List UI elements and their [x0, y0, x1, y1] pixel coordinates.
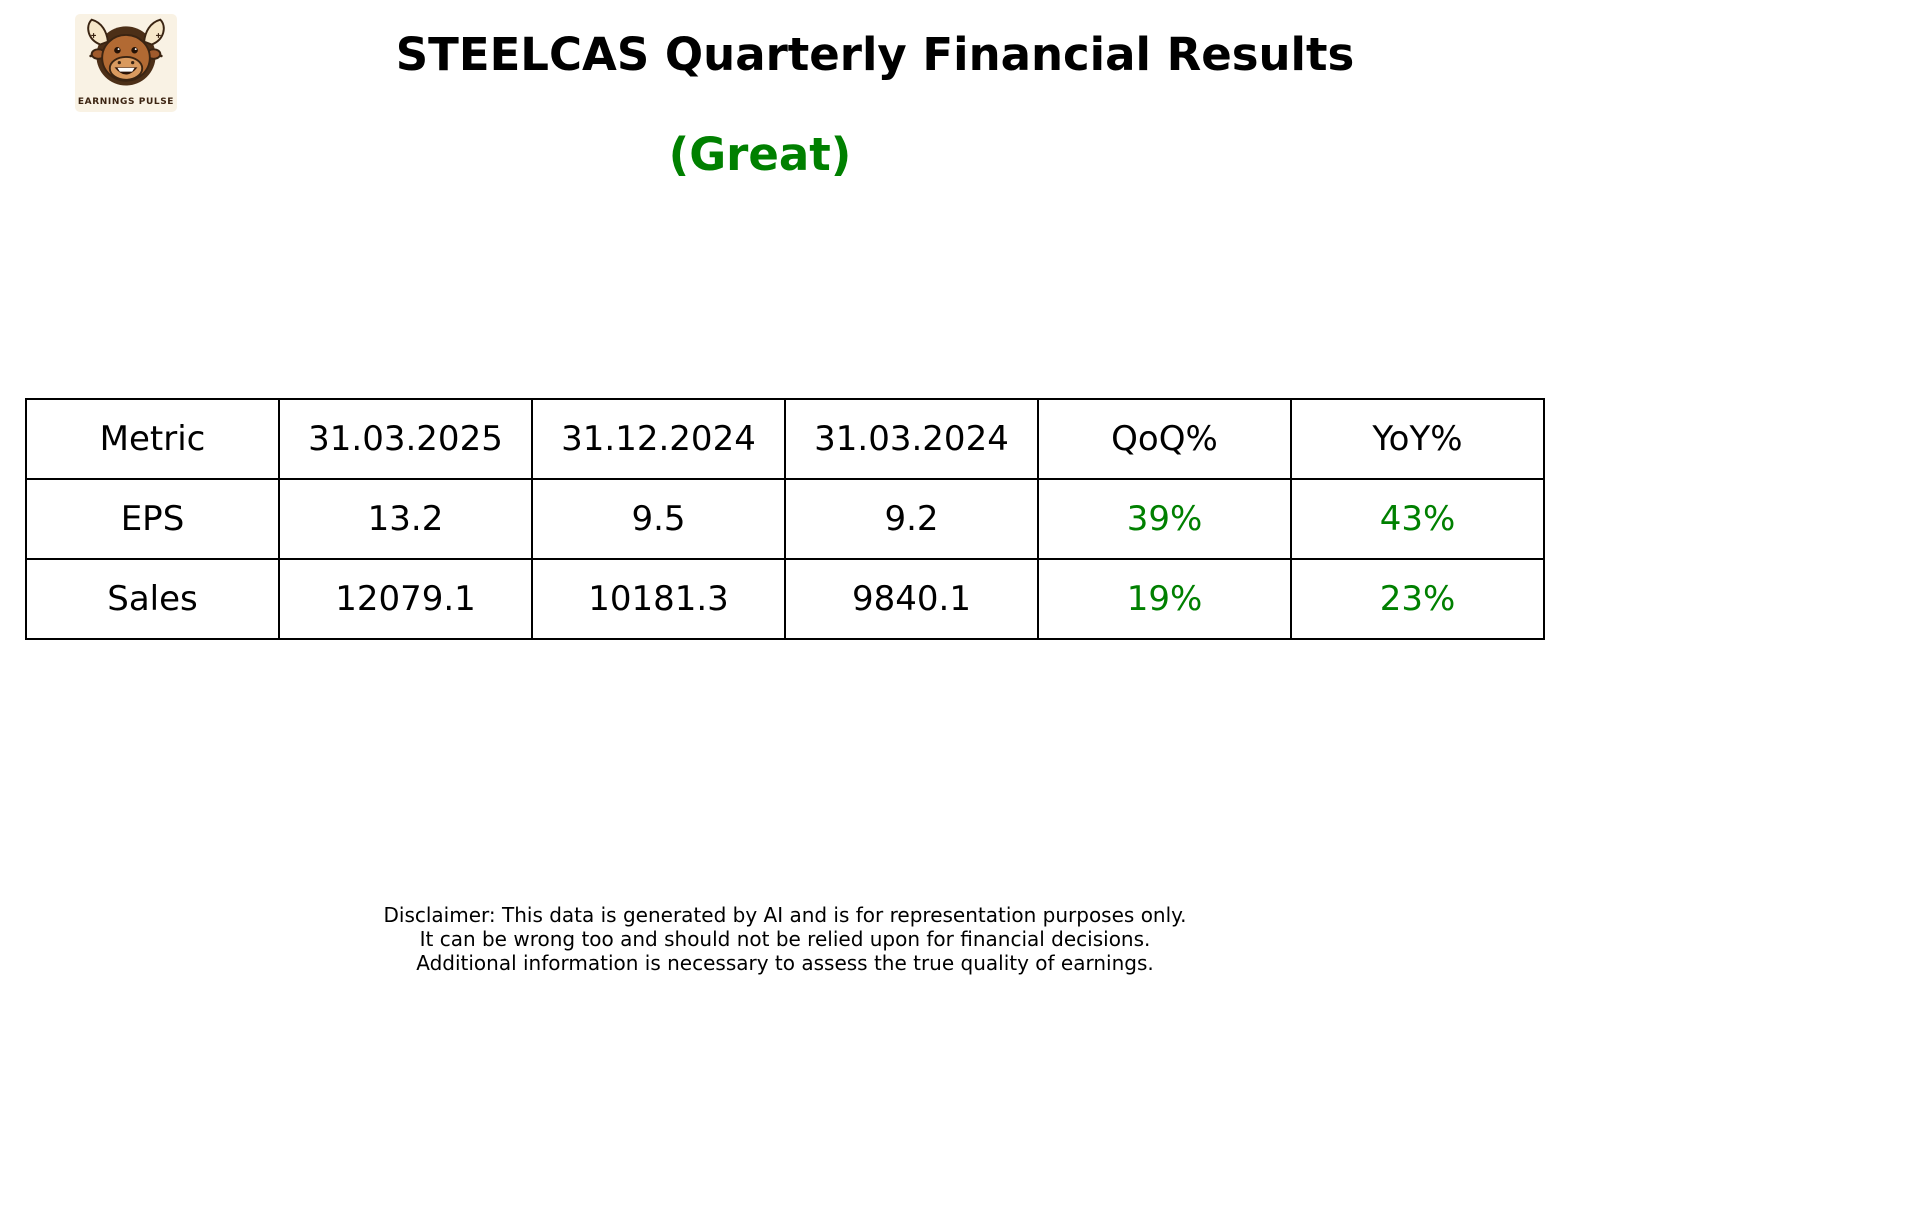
value-cell: 9.2: [784, 478, 1039, 560]
value-cell: 9.5: [531, 478, 786, 560]
metric-cell: EPS: [25, 478, 280, 560]
page-title: STEELCAS Quarterly Financial Results: [395, 28, 1355, 81]
metric-cell: Sales: [25, 558, 280, 640]
col-header-q-prev: 31.12.2024: [531, 398, 786, 480]
yoy-cell: 43%: [1290, 478, 1545, 560]
disclaimer-line-1: Disclaimer: This data is generated by AI…: [383, 903, 1187, 927]
disclaimer-line-3: Additional information is necessary to a…: [416, 951, 1154, 975]
table-header-row: Metric 31.03.2025 31.12.2024 31.03.2024 …: [25, 398, 1545, 480]
col-header-metric: Metric: [25, 398, 280, 480]
value-cell: 10181.3: [531, 558, 786, 640]
table-row-sales: Sales 12079.1 10181.3 9840.1 19% 23%: [25, 558, 1545, 640]
value-cell: 12079.1: [278, 558, 533, 640]
bull-logo-icon: [78, 14, 174, 96]
col-header-q-current: 31.03.2025: [278, 398, 533, 480]
yoy-cell: 23%: [1290, 558, 1545, 640]
qoq-cell: 19%: [1037, 558, 1292, 640]
financial-results-table: Metric 31.03.2025 31.12.2024 31.03.2024 …: [25, 398, 1545, 640]
col-header-qoq: QoQ%: [1037, 398, 1292, 480]
table-row-eps: EPS 13.2 9.5 9.2 39% 43%: [25, 478, 1545, 560]
earnings-pulse-logo: EARNINGS PULSE: [75, 14, 177, 112]
qoq-cell: 39%: [1037, 478, 1292, 560]
value-cell: 9840.1: [784, 558, 1039, 640]
result-quality-label: (Great): [668, 128, 852, 181]
col-header-q-yearago: 31.03.2024: [784, 398, 1039, 480]
logo-brand-text: EARNINGS PULSE: [77, 97, 175, 107]
disclaimer-line-2: It can be wrong too and should not be re…: [419, 927, 1151, 951]
disclaimer: Disclaimer: This data is generated by AI…: [0, 903, 1570, 975]
col-header-yoy: YoY%: [1290, 398, 1545, 480]
value-cell: 13.2: [278, 478, 533, 560]
